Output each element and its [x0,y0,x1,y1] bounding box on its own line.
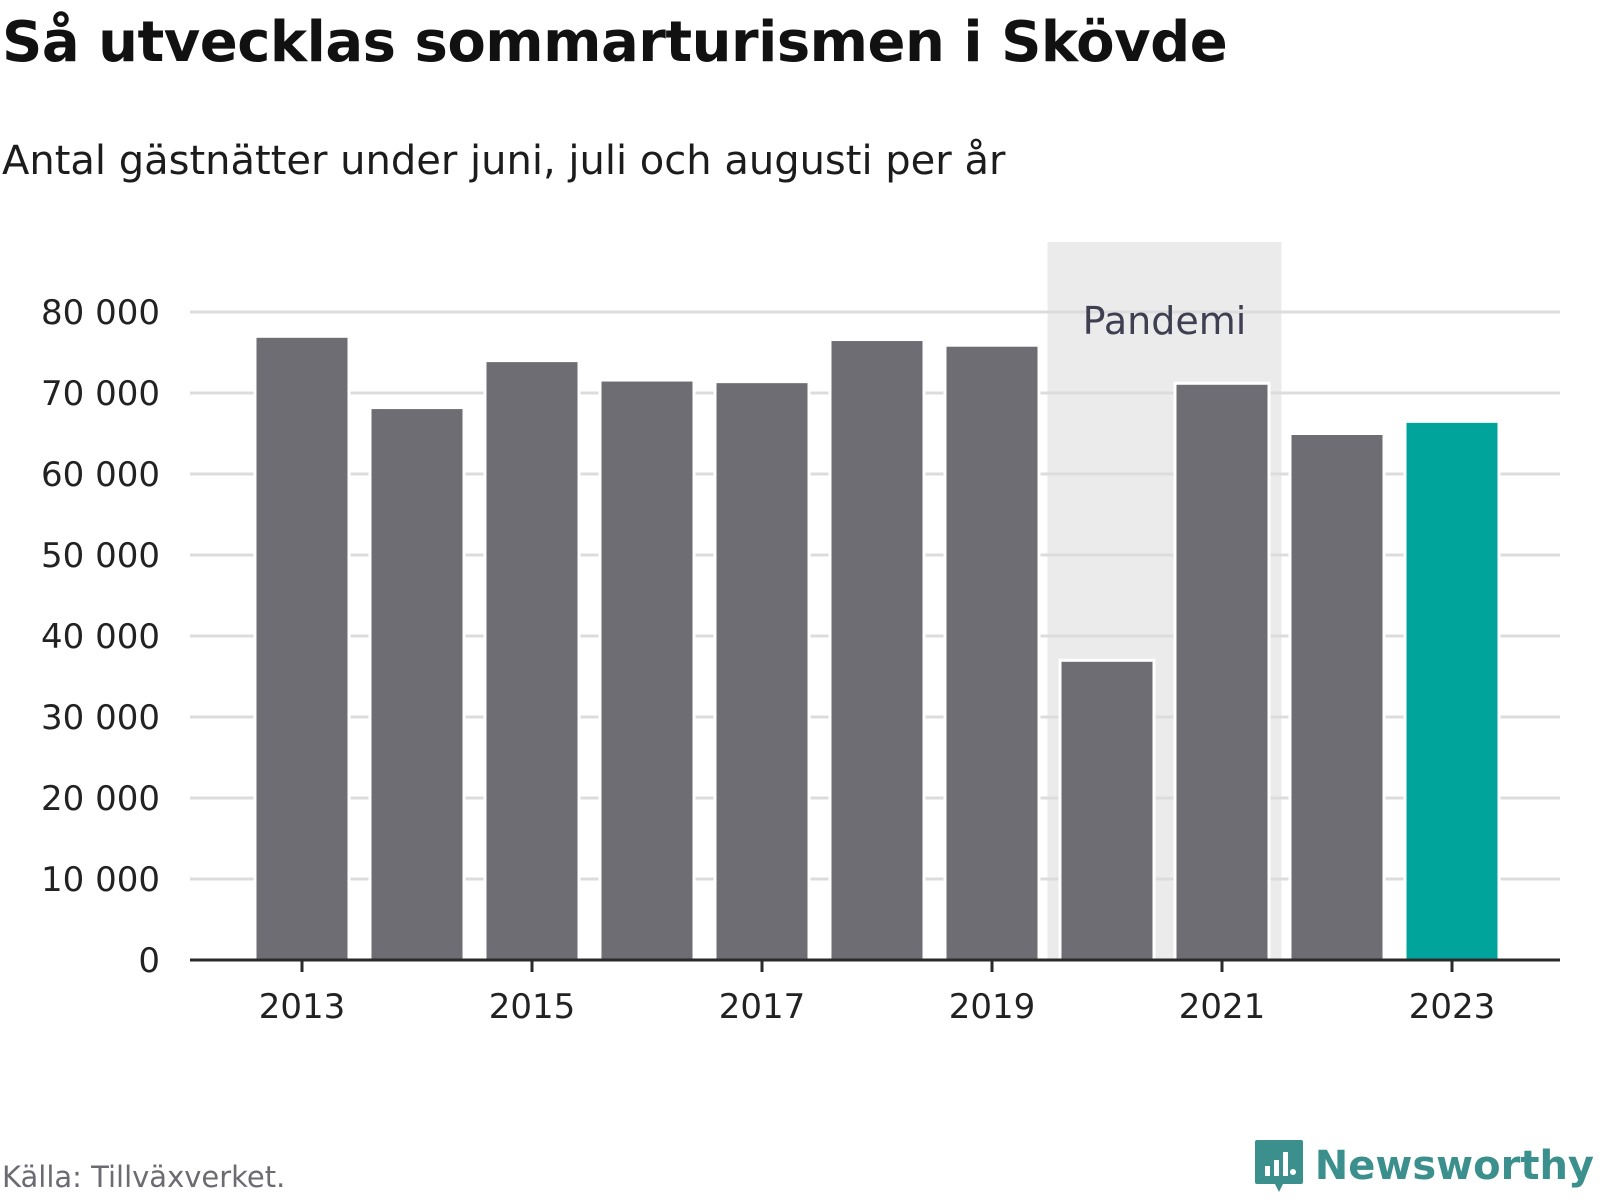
y-tick-label: 0 [138,941,160,981]
bar-chart: 0 10 000 20 000 30 000 40 000 50 000 60 000 70 … [41,242,1560,1027]
bar-2013 [253,334,351,962]
bar-2017 [713,380,811,962]
x-tick-label: 2015 [489,987,576,1027]
y-tick-label: 30 000 [41,698,160,738]
y-tick-label: 20 000 [41,779,160,819]
x-tick-label: 2023 [1409,987,1496,1027]
x-tick-label: 2017 [719,987,806,1027]
bar-2014 [368,406,466,962]
bar-2019 [943,343,1041,962]
chart-subtitle: Antal gästnätter under juni, juli och au… [2,138,1006,184]
bar-2022 [1288,432,1386,962]
bar-2020 [1058,658,1156,962]
bar-2023 [1403,419,1501,962]
y-tick-label: 10 000 [41,860,160,900]
pandemic-label: Pandemi [1083,299,1247,343]
bar-2018 [828,338,926,962]
y-tick-label: 70 000 [41,374,160,414]
brand-name: Newsworthy [1314,1143,1594,1189]
chart-title: Så utvecklas sommarturismen i Skövde [2,10,1228,75]
x-tick-label: 2013 [259,987,346,1027]
y-tick-label: 60 000 [41,455,160,495]
x-tick-label: 2019 [949,987,1036,1027]
bar-2021 [1173,381,1271,962]
bar-2015 [483,359,581,962]
brand-logo: Newsworthy [1253,1138,1594,1194]
y-tick-label: 50 000 [41,536,160,576]
x-tick-label: 2021 [1179,987,1266,1027]
bar-2016 [598,378,696,962]
y-tick-label: 80 000 [41,293,160,333]
y-tick-label: 40 000 [41,617,160,657]
source-note: Källa: Tillväxverket. [2,1160,286,1194]
bar-chart-speech-bubble-icon [1254,1140,1303,1192]
